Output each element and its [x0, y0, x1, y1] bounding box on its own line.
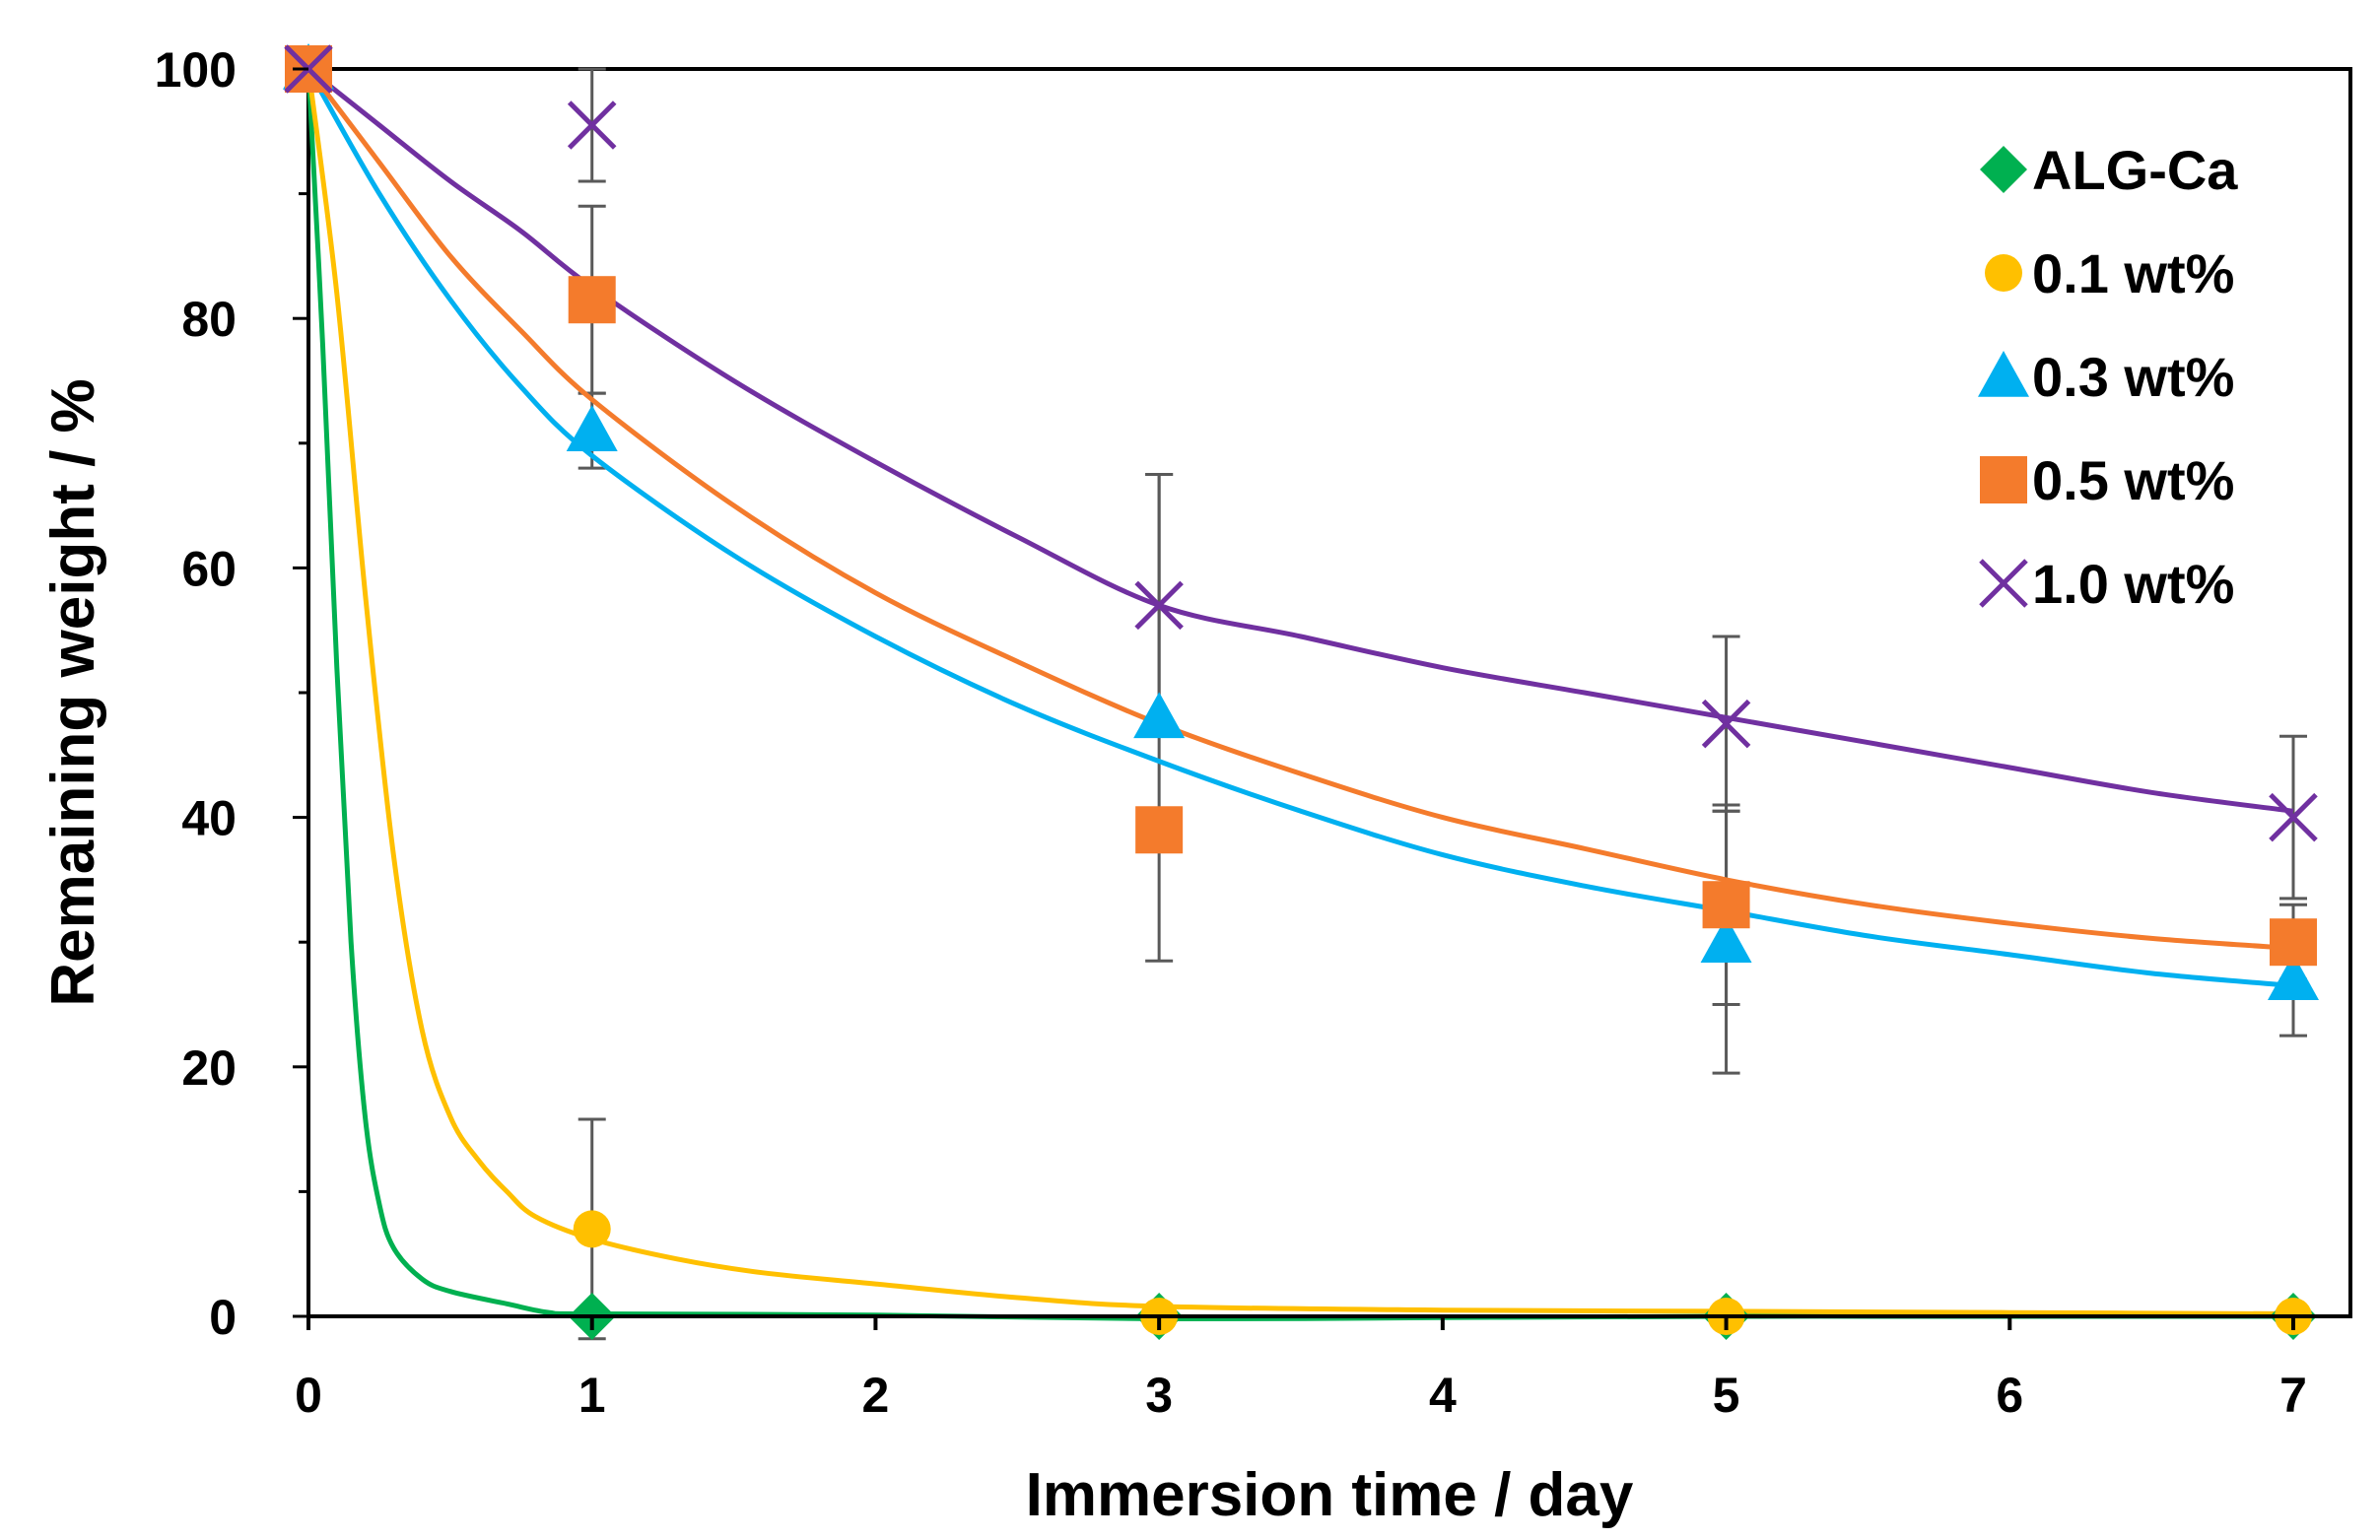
data-point: [1701, 699, 1751, 749]
legend-item: 0.5 wt%: [1980, 449, 2234, 511]
legend-label: 0.3 wt%: [2032, 346, 2234, 408]
x-axis-title: Immersion time / day: [1026, 1461, 1634, 1529]
x-tick-label: 0: [295, 1368, 322, 1423]
x-tick-label: 3: [1145, 1368, 1173, 1423]
x-tick-label: 1: [578, 1368, 606, 1423]
x-tick-label: 5: [1713, 1368, 1740, 1423]
data-point: [1702, 881, 1750, 929]
legend-label: 0.5 wt%: [2032, 449, 2234, 511]
fit-curve: [306, 67, 2294, 988]
legend-marker: [1985, 254, 2022, 292]
y-tick-label: 80: [181, 292, 237, 347]
x-tick-label: 2: [862, 1368, 890, 1423]
fit-curve: [306, 68, 2294, 1316]
legend-label: 0.1 wt%: [2032, 242, 2234, 304]
legend: ALG-Ca 0.1 wt% 0.3 wt% 0.5 wt% 1.0 wt%: [1978, 139, 2238, 615]
legend-label: ALG-Ca: [2032, 139, 2238, 201]
data-point: [1134, 580, 1184, 631]
axes: [293, 67, 2350, 1330]
data-point: [568, 276, 616, 324]
fit-curve: [306, 67, 2294, 814]
x-tick-label: 6: [1996, 1368, 2023, 1423]
y-tick-label: 60: [181, 541, 237, 596]
x-tick-label: 7: [2279, 1368, 2307, 1423]
data-point: [567, 100, 617, 150]
y-tick-label: 0: [209, 1290, 237, 1345]
y-tick-label: 40: [181, 791, 237, 846]
y-tick-label: 100: [155, 42, 237, 98]
y-tick-label: 20: [181, 1040, 237, 1096]
data-markers: [283, 43, 2319, 1340]
tick-labels: 0 1 2 3 4 5 6 7 0 20 40 60 80 100: [155, 42, 2307, 1423]
data-point: [1135, 806, 1184, 854]
legend-marker: [1980, 146, 2027, 193]
y-axis-title: Remaining weight / %: [39, 378, 107, 1006]
legend-marker: [1978, 351, 2029, 397]
legend-marker: [1980, 456, 2027, 503]
data-point: [2268, 954, 2319, 1000]
data-point: [1700, 916, 1752, 963]
x-tick-label: 4: [1429, 1368, 1457, 1423]
legend-item: 0.3 wt%: [1978, 346, 2234, 408]
legend-item: 0.1 wt%: [1985, 242, 2234, 304]
legend-item: 1.0 wt%: [1979, 553, 2234, 615]
legend-label: 1.0 wt%: [2032, 553, 2234, 615]
data-point: [2269, 792, 2318, 842]
data-point: [2270, 918, 2317, 967]
fit-curve: [306, 67, 2294, 951]
legend-marker: [1979, 559, 2028, 608]
legend-item: ALG-Ca: [1980, 139, 2238, 201]
data-point: [1133, 692, 1186, 739]
data-point: [573, 1210, 611, 1248]
data-point: [566, 405, 618, 451]
